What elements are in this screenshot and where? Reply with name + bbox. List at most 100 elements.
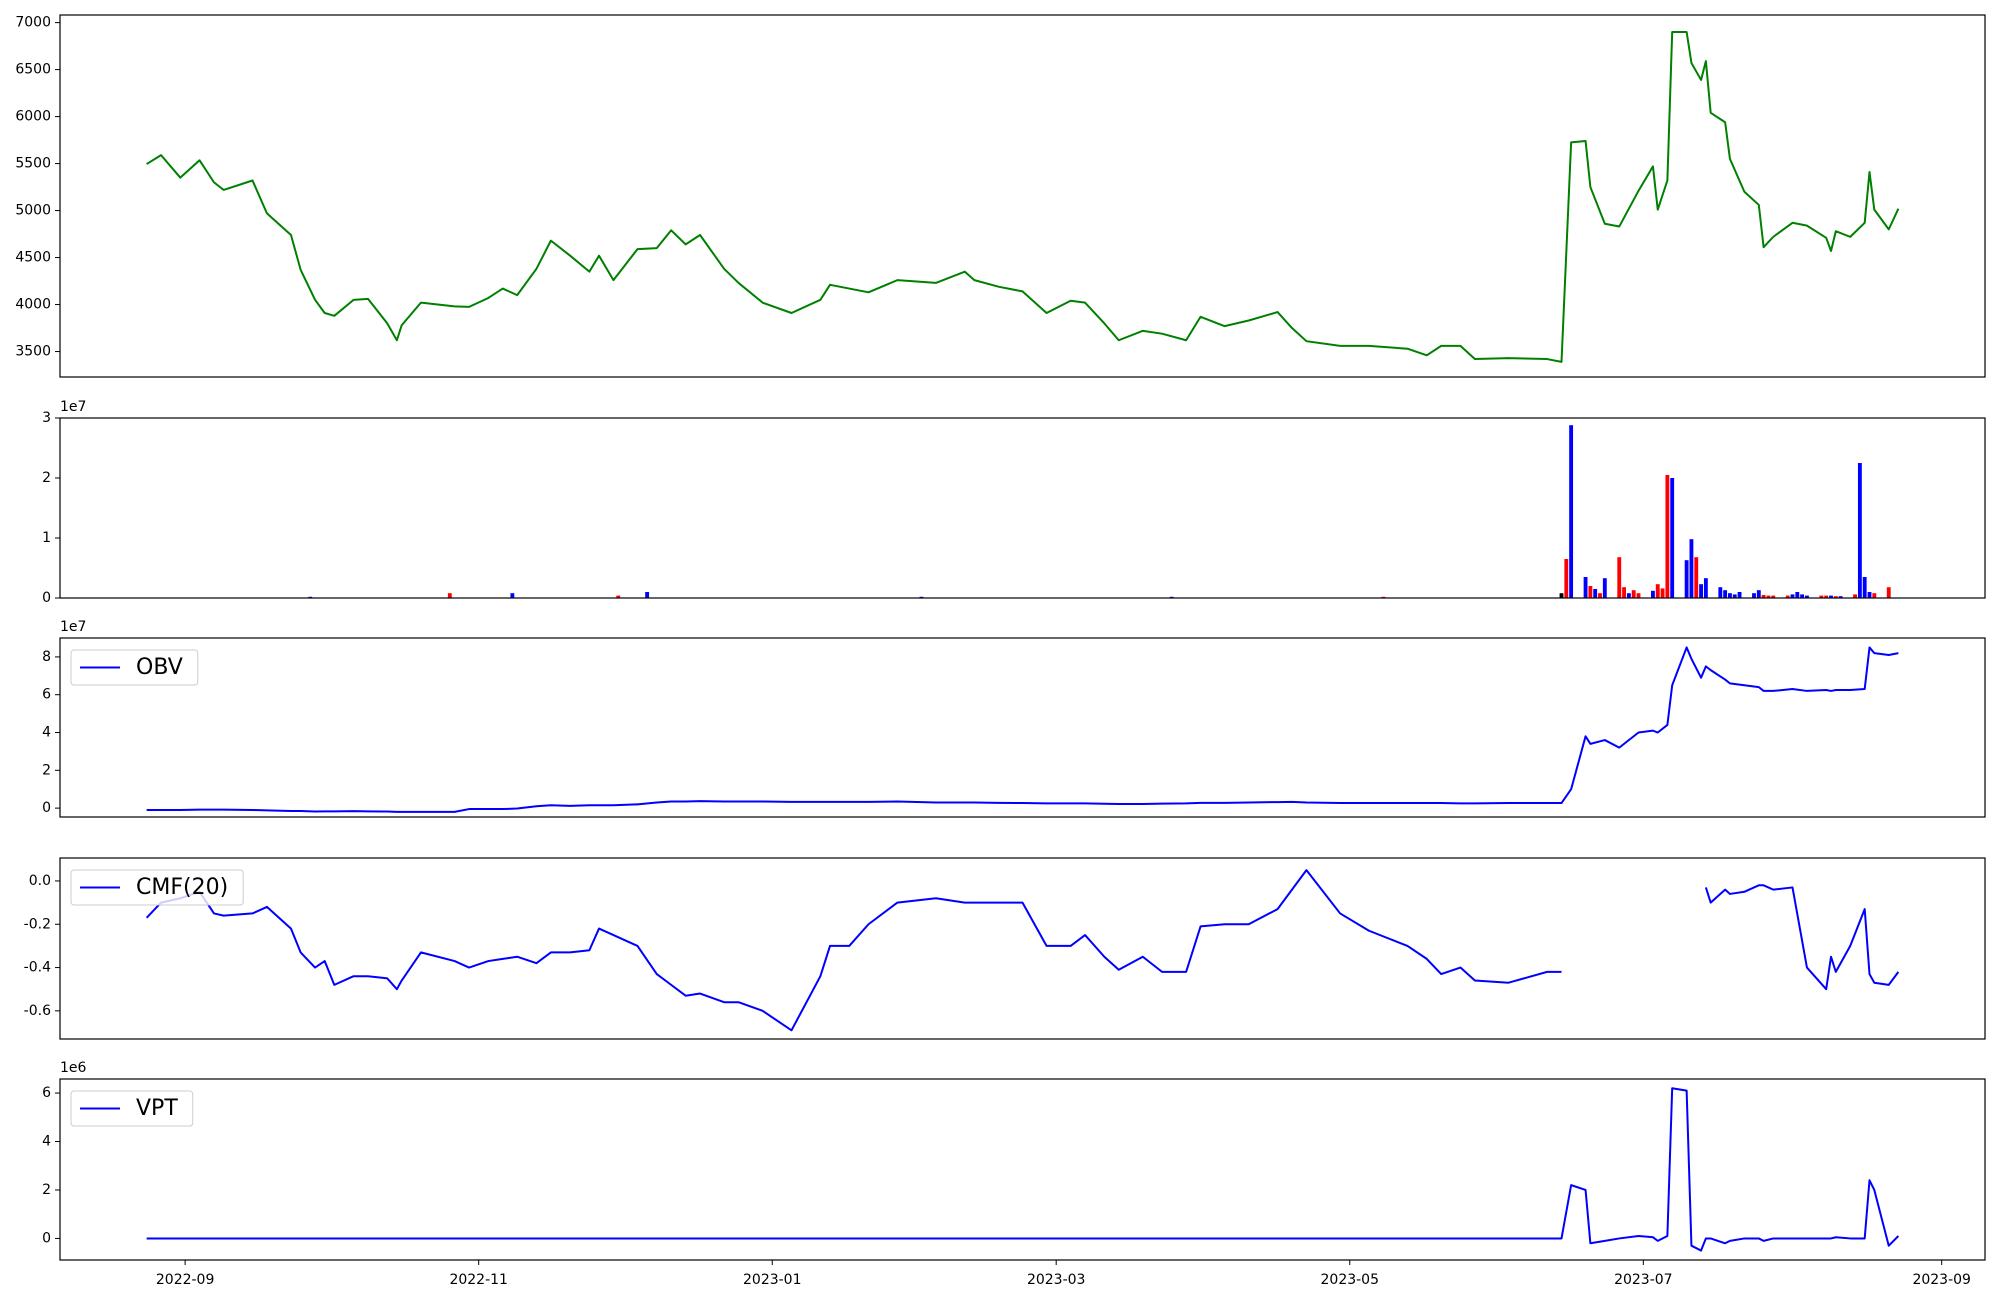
bar: [1732, 594, 1737, 598]
y-tick-label: 4500: [15, 250, 51, 266]
bar: [1660, 588, 1665, 598]
bar: [1694, 557, 1699, 598]
bar: [1752, 593, 1756, 598]
y-tick-label: 5500: [15, 156, 51, 172]
y-tick-label: 0: [42, 800, 51, 816]
x-tick-label: 2023-01: [743, 1272, 802, 1288]
y-tick-label: 4: [42, 1134, 51, 1150]
line-series: [146, 31, 1900, 363]
bar: [1728, 593, 1732, 598]
bar: [1588, 586, 1593, 598]
bar: [1737, 592, 1742, 598]
bar: [447, 593, 452, 598]
axes-frame: [59, 14, 1986, 378]
bar: [1886, 587, 1891, 598]
legend-box: [70, 869, 244, 906]
legend-label: OBV: [136, 655, 183, 680]
y-tick-label: 2: [42, 1182, 51, 1198]
bar: [1805, 595, 1809, 598]
axes-frame: [59, 857, 1986, 1040]
y-tick-label: 0: [42, 1230, 51, 1246]
y-tick-label: 6000: [15, 109, 51, 125]
legend-box: [70, 1090, 194, 1127]
bar: [510, 593, 515, 598]
bar: [1785, 595, 1790, 598]
y-tick-label: 2: [42, 762, 51, 778]
y-tick-label: 0: [42, 590, 51, 606]
y-tick-label: 2: [42, 470, 51, 486]
line-series: [146, 1087, 1900, 1252]
bar: [1564, 559, 1569, 598]
bar: [1819, 595, 1824, 598]
bar: [1651, 590, 1655, 598]
axes-frame: [59, 637, 1986, 818]
bar: [1636, 593, 1641, 598]
legend: CMF(20): [70, 869, 244, 906]
y-tick-label: 5000: [15, 203, 51, 219]
bar: [1857, 463, 1862, 598]
legend-label: CMF(20): [136, 875, 228, 900]
bar: [1723, 590, 1728, 598]
bar: [1602, 578, 1607, 598]
bar: [1771, 595, 1776, 598]
bar: [1756, 590, 1761, 598]
bar: [1790, 594, 1795, 598]
y-tick-label: 4: [42, 725, 51, 741]
axes-frame: [59, 1078, 1986, 1261]
y-tick-label: -0.4: [24, 960, 51, 976]
bar: [1862, 577, 1867, 598]
bar: [1718, 587, 1723, 598]
bar: [1853, 594, 1857, 598]
bar: [1800, 594, 1805, 598]
y-tick-label: 1: [42, 530, 51, 546]
bar: [1622, 587, 1626, 598]
bar: [1617, 557, 1622, 598]
line-series: [146, 646, 1899, 813]
legend-label: VPT: [136, 1096, 178, 1121]
y-tick-label: 7000: [15, 15, 51, 31]
bar: [1569, 425, 1574, 598]
bar: [1670, 478, 1675, 598]
bar: [1593, 589, 1598, 598]
legend: OBV: [70, 649, 199, 686]
bar: [616, 595, 621, 598]
legend-box: [70, 649, 199, 686]
axes-frame: [59, 417, 1986, 599]
bar: [1795, 592, 1800, 598]
y-tick-label: 3500: [15, 344, 51, 360]
bar: [1824, 595, 1829, 598]
x-tick-label: 2023-07: [1614, 1272, 1673, 1288]
y-tick-label: 4000: [15, 297, 51, 313]
legend: VPT: [70, 1090, 194, 1127]
y-tick-label: 6: [42, 1085, 51, 1101]
bar: [1689, 539, 1694, 598]
bar: [1872, 593, 1877, 598]
bar: [1626, 593, 1631, 598]
x-tick-label: 2022-11: [449, 1272, 508, 1288]
bar: [1665, 475, 1670, 598]
x-tick-label: 2023-03: [1027, 1272, 1086, 1288]
y-tick-label: 3: [42, 410, 51, 426]
y-tick-label: 8: [42, 649, 51, 665]
y-tick-label: -0.2: [24, 916, 51, 932]
line-series: [145, 869, 1900, 1032]
bar: [1655, 584, 1660, 598]
y-tick-label: 6: [42, 687, 51, 703]
bar: [645, 592, 650, 598]
bar: [1867, 592, 1872, 598]
offset-label: 1e6: [60, 1060, 87, 1076]
bar: [1559, 593, 1564, 598]
bar: [1684, 560, 1689, 598]
bar: [1583, 577, 1588, 598]
bar: [1829, 595, 1833, 598]
offset-label: 1e7: [60, 619, 86, 635]
y-tick-label: 0.0: [29, 873, 51, 889]
bar: [1699, 584, 1703, 598]
y-tick-label: -0.6: [24, 1003, 51, 1019]
x-tick-label: 2023-09: [1912, 1272, 1971, 1288]
bar: [1833, 596, 1838, 598]
x-tick-label: 2023-05: [1321, 1272, 1380, 1288]
bar: [1631, 590, 1636, 598]
